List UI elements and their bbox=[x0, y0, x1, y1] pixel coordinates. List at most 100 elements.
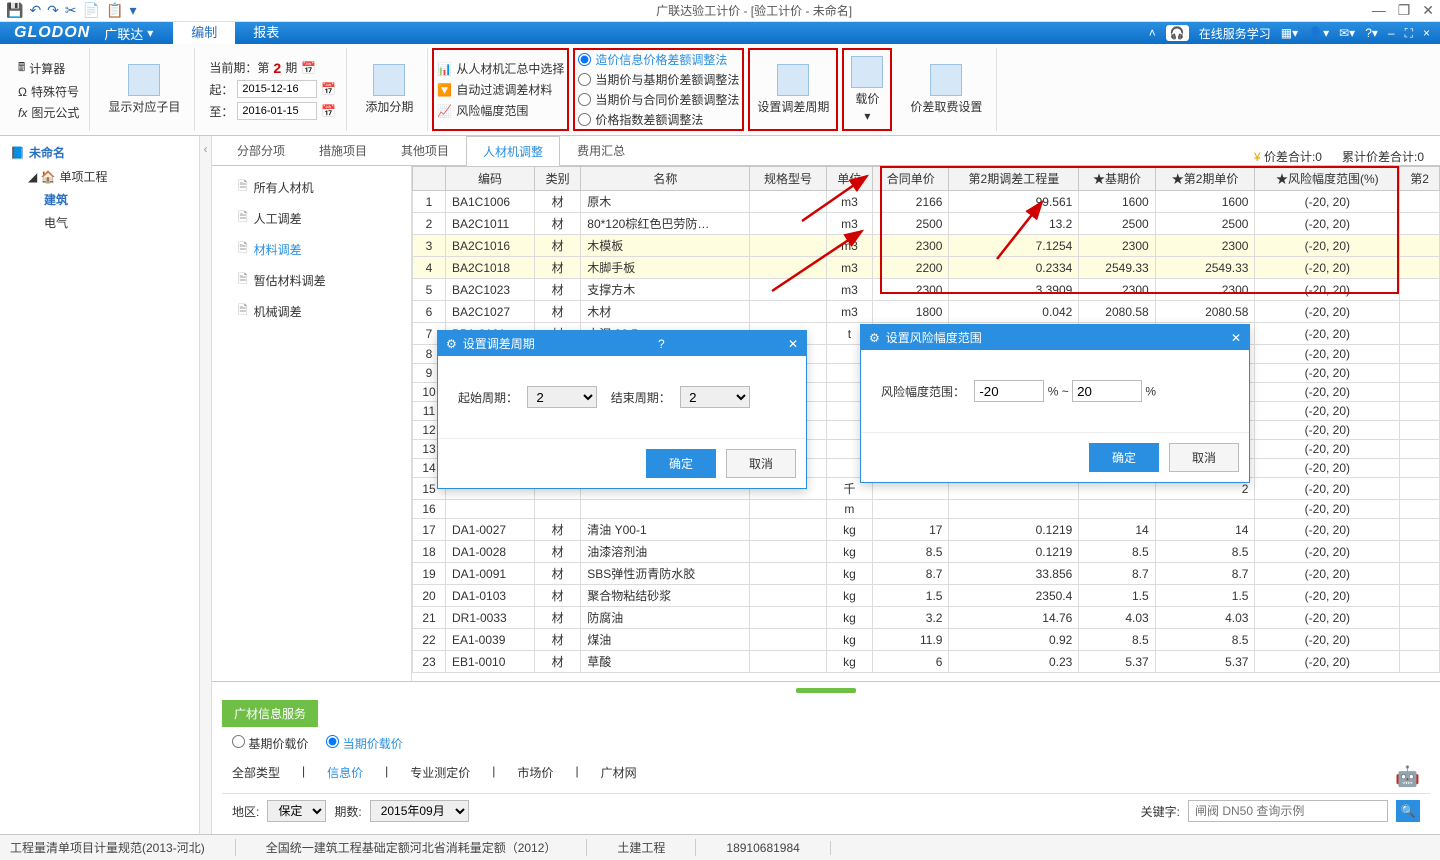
online-service-label[interactable]: 在线服务学习 bbox=[1199, 25, 1271, 42]
load-price-button[interactable]: 载价▾ bbox=[847, 52, 887, 127]
sub-all[interactable]: 🗎所有人材机 bbox=[212, 172, 411, 203]
start-period-select[interactable]: 2 bbox=[527, 386, 597, 408]
ptab-pro[interactable]: 专业测定价 bbox=[410, 764, 470, 789]
cut-icon[interactable]: ✂ bbox=[65, 2, 77, 19]
table-row[interactable]: 16m(-20, 20) bbox=[413, 500, 1440, 519]
ptab-info[interactable]: 信息价 bbox=[327, 764, 363, 789]
risk-from-input[interactable] bbox=[974, 380, 1044, 402]
tree-root[interactable]: 📘 未命名 bbox=[0, 140, 199, 165]
robot-icon[interactable]: 🤖 bbox=[1395, 764, 1420, 789]
table-row[interactable]: 18DA1-0028材油漆溶剂油kg8.50.12198.58.5(-20, 2… bbox=[413, 541, 1440, 563]
resize-handle[interactable] bbox=[796, 688, 856, 693]
start-date-input[interactable] bbox=[237, 80, 317, 98]
risk-range-button[interactable]: 📈 风险幅度范围 bbox=[437, 102, 564, 119]
method-radio-1[interactable]: 造价信息价格差额调整法 bbox=[578, 51, 739, 68]
tree-project[interactable]: ◢ 🏠 单项工程 bbox=[0, 165, 199, 188]
method-radio-2[interactable]: 当期价与基期价差额调整法 bbox=[578, 71, 739, 88]
table-row[interactable]: 20DA1-0103材聚合物粘结砂浆kg1.52350.41.51.5(-20,… bbox=[413, 585, 1440, 607]
sub-material[interactable]: 🗎材料调差 bbox=[212, 234, 411, 265]
mail-icon[interactable]: ✉▾ bbox=[1339, 26, 1355, 40]
dialog-title[interactable]: ⚙ 设置风险幅度范围✕ bbox=[861, 325, 1249, 350]
cancel-button[interactable]: 取消 bbox=[726, 449, 796, 478]
ptab-gcw[interactable]: 广材网 bbox=[601, 764, 637, 789]
table-row[interactable]: 17DA1-0027材清油 Y00-1kg170.12191414(-20, 2… bbox=[413, 519, 1440, 541]
tree-child-arch[interactable]: 建筑 bbox=[0, 188, 199, 211]
table-row[interactable]: 4BA2C1018材木脚手板m322000.23342549.332549.33… bbox=[413, 257, 1440, 279]
apps-icon[interactable]: ▦▾ bbox=[1281, 26, 1298, 40]
tab-measure[interactable]: 措施项目 bbox=[302, 135, 384, 165]
top-tabs: 编制 报表 bbox=[173, 22, 297, 44]
show-child-button[interactable]: 显示对应子目 bbox=[104, 60, 184, 119]
method-radio-3[interactable]: 当期价与合同价差额调整法 bbox=[578, 91, 739, 108]
close-icon[interactable]: ✕ bbox=[788, 337, 798, 351]
keyword-input[interactable] bbox=[1188, 800, 1388, 822]
dialog-title[interactable]: ⚙ 设置调差周期?✕ bbox=[438, 331, 806, 356]
calculator-button[interactable]: 🖩 计算器 bbox=[18, 58, 79, 79]
tab-fee[interactable]: 费用汇总 bbox=[560, 135, 642, 165]
close-icon[interactable]: ✕ bbox=[1422, 2, 1434, 19]
end-date-input[interactable] bbox=[237, 102, 317, 120]
calendar-icon[interactable]: 📅 bbox=[301, 61, 316, 75]
table-row[interactable]: 21DR1-0033材防腐油kg3.214.764.034.03(-20, 20… bbox=[413, 607, 1440, 629]
sub-provisional[interactable]: 🗎暂估材料调差 bbox=[212, 265, 411, 296]
table-row[interactable]: 19DA1-0091材SBS弹性沥青防水胶kg8.733.8568.78.7(-… bbox=[413, 563, 1440, 585]
tab-section[interactable]: 分部分项 bbox=[220, 135, 302, 165]
auto-filter-button[interactable]: 🔽 自动过滤调差材料 bbox=[437, 81, 564, 98]
special-symbol-button[interactable]: Ω 特殊符号 bbox=[18, 83, 79, 100]
inner-close-icon[interactable]: × bbox=[1423, 26, 1430, 40]
help-icon[interactable]: ?▾ bbox=[1365, 26, 1378, 40]
period-select[interactable]: 2015年09月 bbox=[370, 800, 469, 822]
fee-setting-button[interactable]: 价差取费设置 bbox=[906, 60, 986, 119]
table-row[interactable]: 6BA2C1027材木材m318000.0422080.582080.58(-2… bbox=[413, 301, 1440, 323]
tab-material[interactable]: 人材机调整 bbox=[466, 136, 560, 166]
sub-labor[interactable]: 🗎人工调差 bbox=[212, 203, 411, 234]
copy-icon[interactable]: 📄 bbox=[83, 2, 100, 19]
help-icon[interactable]: ? bbox=[658, 337, 665, 351]
table-row[interactable]: 22EA1-0039材煤油kg11.90.928.58.5(-20, 20) bbox=[413, 629, 1440, 651]
cancel-button[interactable]: 取消 bbox=[1169, 443, 1239, 472]
inner-max-icon[interactable]: ⛶ bbox=[1405, 26, 1413, 41]
save-icon[interactable]: 💾 bbox=[6, 2, 23, 19]
undo-icon[interactable]: ↶ bbox=[29, 2, 41, 19]
paste-icon[interactable]: 📋 bbox=[106, 2, 123, 19]
table-row[interactable]: 2BA2C1011材80*120棕红色巴劳防…m3250013.22500250… bbox=[413, 213, 1440, 235]
base-price-radio[interactable]: 基期价载价 bbox=[232, 735, 308, 752]
formula-button[interactable]: fx 图元公式 bbox=[18, 104, 79, 121]
redo-icon[interactable]: ↷ bbox=[47, 2, 59, 19]
add-period-button[interactable]: 添加分期 bbox=[361, 60, 417, 119]
ptab-all[interactable]: 全部类型 bbox=[232, 764, 280, 789]
tree-child-elec[interactable]: 电气 bbox=[0, 211, 199, 234]
tab-edit[interactable]: 编制 bbox=[173, 22, 235, 44]
method-radio-4[interactable]: 价格指数差额调整法 bbox=[578, 111, 739, 128]
cal-icon[interactable]: 📅 bbox=[321, 82, 336, 96]
region-select[interactable]: 保定 bbox=[267, 800, 326, 822]
table-row[interactable]: 1BA1C1006材原木m3216699.56116001600(-20, 20… bbox=[413, 191, 1440, 213]
tab-report[interactable]: 报表 bbox=[235, 22, 297, 44]
sub-machine[interactable]: 🗎机械调差 bbox=[212, 296, 411, 327]
risk-to-input[interactable] bbox=[1072, 380, 1142, 402]
end-period-select[interactable]: 2 bbox=[680, 386, 750, 408]
from-summary-button[interactable]: 📊 从人材机汇总中选择 bbox=[437, 60, 564, 77]
chevron-down-icon[interactable]: ˄ bbox=[1149, 26, 1156, 40]
ok-button[interactable]: 确定 bbox=[646, 449, 716, 478]
online-service[interactable]: 🎧 bbox=[1166, 25, 1189, 41]
close-icon[interactable]: ✕ bbox=[1231, 331, 1241, 345]
maximize-icon[interactable]: ❐ bbox=[1398, 2, 1411, 19]
table-row[interactable]: 5BA2C1023材支撑方木m323003.390923002300(-20, … bbox=[413, 279, 1440, 301]
table-row[interactable]: 23EB1-0010材草酸kg60.235.375.37(-20, 20) bbox=[413, 651, 1440, 673]
table-row[interactable]: 3BA2C1016材木模板m323007.125423002300(-20, 2… bbox=[413, 235, 1440, 257]
brand-dropdown-icon[interactable]: ▾ bbox=[147, 26, 153, 40]
tab-other[interactable]: 其他项目 bbox=[384, 135, 466, 165]
search-button[interactable]: 🔍 bbox=[1396, 800, 1420, 822]
ptab-market[interactable]: 市场价 bbox=[517, 764, 553, 789]
info-service-tab[interactable]: 广材信息服务 bbox=[222, 700, 318, 727]
inner-min-icon[interactable]: – bbox=[1388, 26, 1395, 40]
set-period-button[interactable]: 设置调差周期 bbox=[753, 60, 833, 119]
ok-button[interactable]: 确定 bbox=[1089, 443, 1159, 472]
dropdown-icon[interactable]: ▾ bbox=[130, 2, 137, 19]
minimize-icon[interactable]: — bbox=[1372, 2, 1386, 19]
user-icon[interactable]: 👤▾ bbox=[1308, 26, 1329, 40]
cal-icon[interactable]: 📅 bbox=[321, 104, 336, 118]
splitter[interactable]: ‹ bbox=[200, 136, 212, 834]
current-price-radio[interactable]: 当期价载价 bbox=[326, 735, 402, 752]
